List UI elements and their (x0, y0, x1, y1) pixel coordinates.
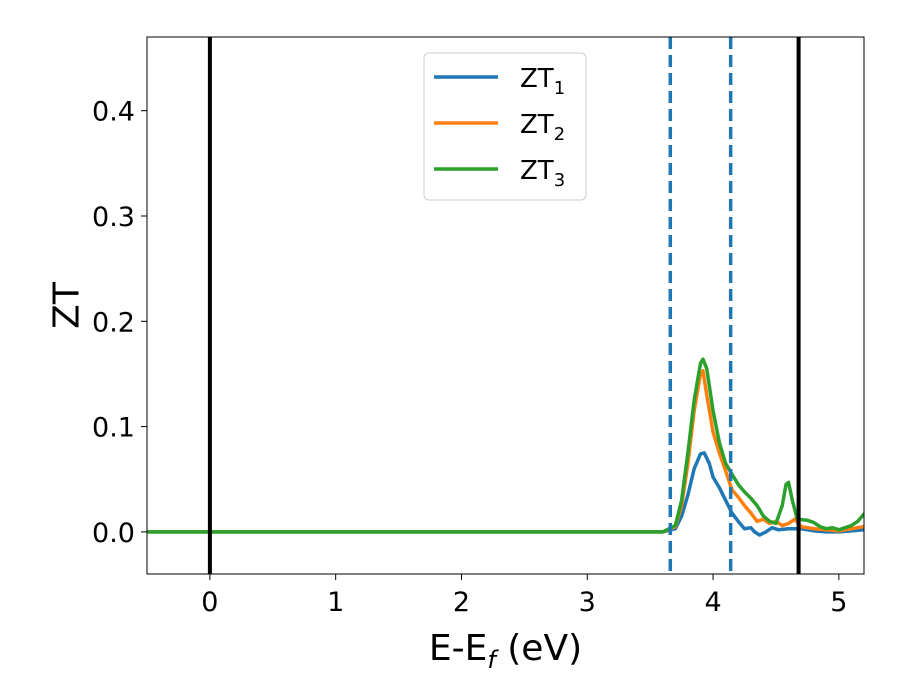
plot-frame (146, 36, 865, 575)
y-tick-label: 0.3 (92, 202, 135, 233)
y-tick-label: 0.4 (92, 97, 135, 128)
legend-label-3: ZT3 (520, 156, 565, 191)
legend-box (423, 52, 587, 201)
legend-label-2: ZT2 (520, 110, 565, 145)
series-line-1 (147, 451, 864, 537)
x-tick-label: 4 (704, 587, 721, 618)
x-tick-label: 3 (579, 587, 596, 618)
x-tick-label: 5 (830, 587, 847, 618)
y-tick-label: 0.0 (92, 518, 135, 549)
axes: 0 1 2 3 4 5 0.0 0.1 0.2 0.3 0.4 (92, 36, 865, 618)
x-axis-label: E-Ef (eV) (429, 628, 582, 674)
x-tick-label: 2 (453, 587, 470, 618)
legend-label-1: ZT1 (520, 64, 565, 99)
plot-area (147, 37, 864, 574)
legend: ZT1 ZT2 ZT3 (423, 52, 587, 201)
x-tick-label: 0 (201, 587, 218, 618)
series-line-3 (147, 357, 864, 534)
x-tick-label: 1 (327, 587, 344, 618)
y-tick-label: 0.1 (92, 413, 135, 444)
y-axis-label: ZT (47, 281, 88, 329)
y-tick-label: 0.2 (92, 307, 135, 338)
